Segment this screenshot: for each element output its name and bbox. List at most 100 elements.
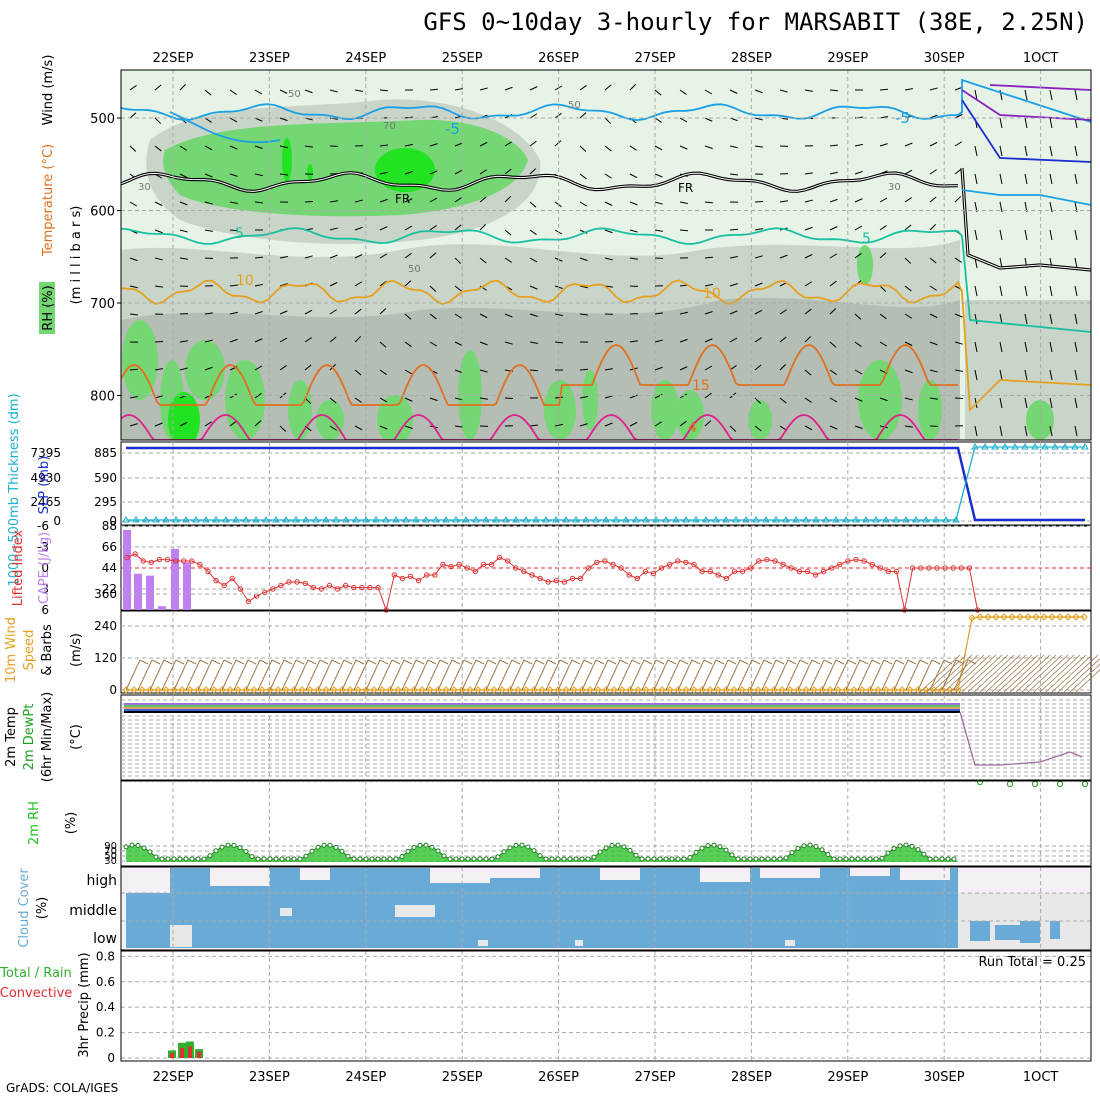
ylabel-2m-temp: 2m Temp [4,707,19,767]
rh2m-marker [334,845,338,849]
rh2m-marker [280,857,284,861]
wind-barb-10m [126,660,140,690]
wind-barb-flag [692,660,700,664]
ylabel-wind: Wind (m/s) [41,55,56,126]
wind-barb-10m [630,660,644,690]
wind-barb-flag [452,660,460,664]
rh2m-marker [730,853,734,857]
wind-barb-10m [906,660,920,690]
cloud-high-gap [430,868,490,883]
wind-barb-flag [824,660,832,664]
ylabel-cape: CAPE (J/kg) [37,532,52,604]
wind-barb [605,341,613,342]
rh2m-marker [196,857,200,861]
thickness-tick: 0 [53,514,61,528]
ylabel-lifted-index: Lifted Index [11,529,26,606]
rh2m-marker [892,847,896,851]
contour-label: 4 [688,420,697,436]
rh2m-marker [316,845,320,849]
rh2m-marker [874,857,878,861]
wind-barb-flag [464,660,472,664]
rh2m-marker [760,857,764,861]
cloud-gap-right-mid [958,893,1091,921]
wind-tick: 360 [94,587,117,601]
wind-barb [130,369,138,370]
precip-tick: 0 [107,1051,115,1065]
contour-label: 50 [408,264,421,275]
wind-barb-10m [462,660,476,690]
rh2m-marker [826,853,830,857]
rh2m-marker [838,857,842,861]
rh2m-marker [124,845,128,849]
wind-barb-10m [222,660,236,690]
ylabel-10m-wind: 10m Wind [4,617,19,683]
rh2m-marker [460,857,464,861]
rh-70-lower [918,380,942,440]
wind-barb-10m [342,660,356,690]
rh2m-marker [508,846,512,850]
wind-barb-10m [714,660,728,690]
cape-bar [123,530,131,610]
rh2m-marker [688,856,692,860]
rh2m-marker [766,857,770,861]
cloud-gap [785,940,795,946]
rh2m-marker [580,857,584,861]
rh2m-marker [166,857,170,861]
wind-barb-flag [188,660,196,664]
wind-barb-10m [654,660,668,690]
rh2m-marker [424,843,428,847]
wind-barb [530,370,538,371]
pressure-tick: 600 [90,205,115,220]
wind-barb [380,90,388,91]
wind-barb-10m-dense [1052,655,1092,692]
rh2m-marker [700,846,704,850]
rh-70-lower [857,245,873,285]
rh2m-marker [592,855,596,859]
wind-barb [830,90,838,91]
wind-barb [755,201,763,202]
ylabel-millibars: (m i l l i b a r s) [69,206,84,305]
contour-label: 50 [288,89,301,100]
rh-70-lower [316,400,344,440]
temp-band [124,703,960,705]
date-tick-top: 23SEP [249,51,290,66]
rh2m-marker [922,852,926,856]
cloud-high-gap [700,868,750,882]
rh2m-marker [496,855,500,859]
wind-barb [305,201,313,202]
wind-barb-10m [162,660,176,690]
wind-barb-flag [632,660,640,664]
rh2m-marker [952,857,956,861]
wind-barb-10m [678,660,692,690]
wind-barb-flag [716,660,724,664]
wind-barb-flag [272,660,280,664]
rh2m-marker [778,857,782,861]
rh2m-marker [796,846,800,850]
wind-barb-flag [812,660,820,664]
wind-barb-10m [210,660,224,690]
rh2m-marker [412,845,416,849]
wind-barb-10m [366,660,380,690]
wind-barb-10m [138,660,152,690]
wind-barb-flag [176,660,184,664]
wind-barb-10m [774,660,788,690]
contour-label: 10 [703,286,721,302]
wind-barb-flag [500,660,508,664]
rh2m-marker [916,848,920,852]
wind-barb-10m [198,660,212,690]
date-tick-top: 29SEP [827,51,868,66]
wind-barb-flag [440,660,448,664]
wind-barb-10m [810,660,824,690]
wind-barb-10m-dense [980,655,1020,692]
wind-barb-flag [920,660,928,664]
rh2m-marker [244,850,248,854]
rh2m-marker [628,848,632,852]
ylabel-slp: SLP (mb) [37,456,52,515]
wind-barb-flag [164,660,172,664]
rh2m-marker [520,843,524,847]
precip-conv-bar [197,1052,201,1058]
wind-barb-10m [666,660,680,690]
ylabel-2m-rh: 2m RH [27,801,42,845]
wind-barb-flag [224,660,232,664]
